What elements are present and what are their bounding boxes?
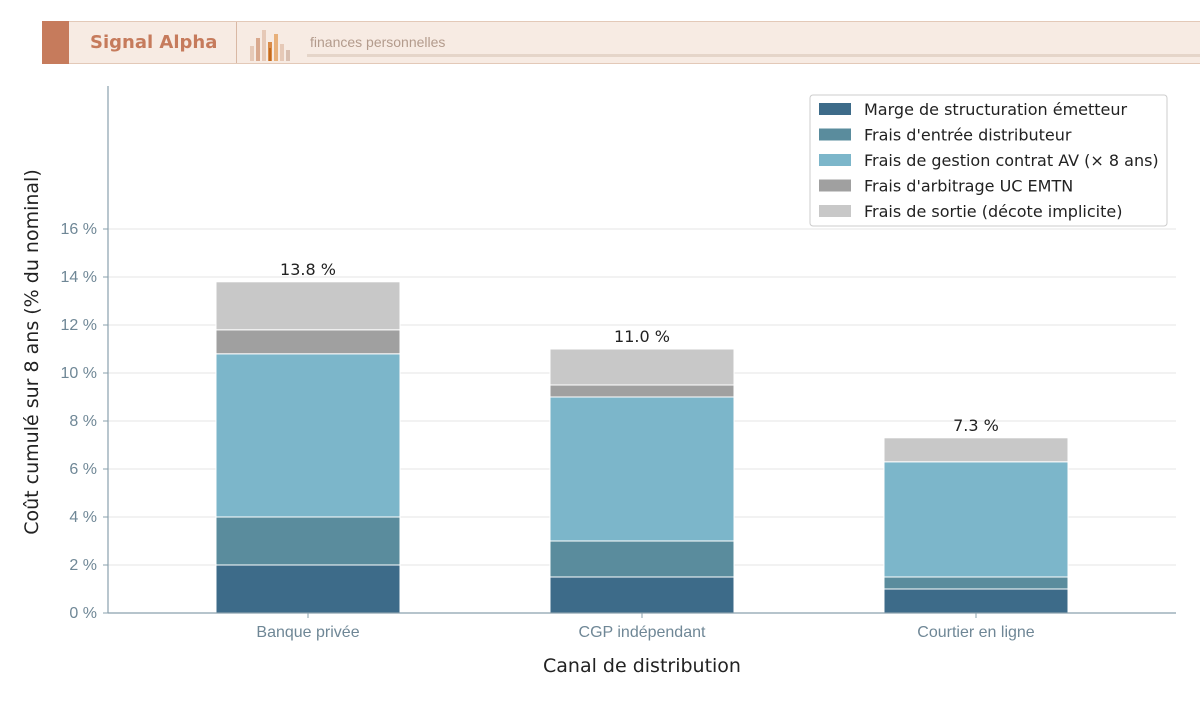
- tagline: finances personnelles: [310, 34, 446, 50]
- bar-total-label: 13.8 %: [280, 260, 336, 279]
- header-banner: Signal Alpha finances personnelles: [42, 21, 1200, 64]
- legend-entry-label: Frais de sortie (décote implicite): [864, 202, 1122, 221]
- bar-segment-0-4[interactable]: [215, 281, 401, 331]
- legend-box: [809, 94, 1168, 227]
- bar-segment-0-0[interactable]: [215, 564, 401, 614]
- y-tick-label: 14 %: [61, 269, 97, 286]
- x-axis-title: Canal de distribution: [543, 655, 741, 677]
- bar-total-label: 11.0 %: [614, 327, 670, 346]
- bar-segment-2-4[interactable]: [883, 437, 1069, 463]
- bar-chart-logo-icon: [250, 30, 290, 61]
- brand-name[interactable]: Signal Alpha: [90, 32, 218, 53]
- bar-segment-2-1[interactable]: [883, 576, 1069, 590]
- legend-entry-label: Frais de gestion contrat AV (× 8 ans): [864, 151, 1159, 170]
- y-tick-label: 4 %: [69, 509, 97, 526]
- bar-segment-2-0[interactable]: [883, 588, 1069, 614]
- y-tick-label: 2 %: [69, 557, 97, 574]
- legend-entry-label: Frais d'entrée distributeur: [864, 126, 1072, 145]
- x-category-label: CGP indépendant: [579, 624, 706, 641]
- bar-total-label: 7.3 %: [953, 416, 999, 435]
- y-axis-title: Coût cumulé sur 8 ans (% du nominal): [21, 169, 43, 535]
- labels: 0 % 2 % 4 % 6 % 8 % 10 % 12 % 14 % 16 % 13.8 % Ban…: [61, 221, 1035, 641]
- y-tick-label: 10 %: [61, 365, 97, 382]
- bar-segment-1-2[interactable]: [549, 396, 735, 542]
- legend-swatch: [819, 205, 851, 217]
- x-category-label: Banque privée: [256, 624, 359, 641]
- y-tick-label: 16 %: [61, 221, 97, 238]
- legend-entry-label: Marge de structuration émetteur: [864, 100, 1128, 119]
- bar-segment-0-1[interactable]: [215, 516, 401, 566]
- bar-segment-1-0[interactable]: [549, 576, 735, 614]
- y-tick-label: 0 %: [69, 605, 97, 622]
- bars: [215, 281, 1069, 614]
- bar-segment-0-3[interactable]: [215, 329, 401, 355]
- legend: Marge de structuration émetteur Frais d'e…: [809, 94, 1168, 227]
- banner-separator: [236, 22, 237, 63]
- bar-segment-1-1[interactable]: [549, 540, 735, 578]
- legend-swatch: [819, 179, 851, 192]
- bar-segment-2-2[interactable]: [883, 461, 1069, 578]
- banner-rule: [307, 54, 1200, 57]
- legend-swatch: [819, 103, 851, 115]
- banner-accent-block: [42, 21, 69, 64]
- x-category-label: Courtier en ligne: [917, 624, 1035, 641]
- y-tick-label: 6 %: [69, 461, 97, 478]
- y-tick-label: 8 %: [69, 413, 97, 430]
- bar-segment-0-2[interactable]: [215, 353, 401, 518]
- y-tick-label: 12 %: [61, 317, 97, 334]
- legend-swatch: [819, 128, 851, 141]
- legend-swatch: [819, 154, 851, 166]
- bar-segment-1-3[interactable]: [549, 384, 735, 398]
- bar-segment-1-4[interactable]: [549, 348, 735, 386]
- legend-entry-label: Frais d'arbitrage UC EMTN: [864, 177, 1073, 196]
